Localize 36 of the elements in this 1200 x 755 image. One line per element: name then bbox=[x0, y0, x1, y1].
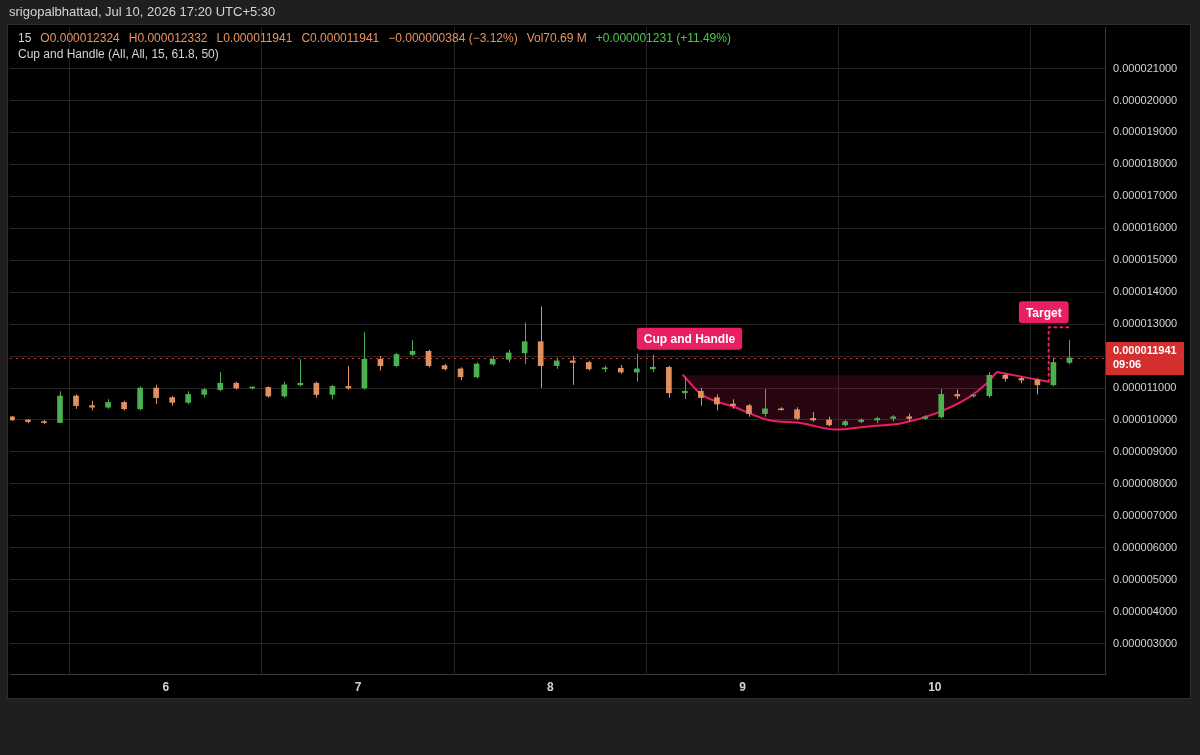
y-tick-label: 0.000019000 bbox=[1113, 125, 1178, 138]
x-tick-label: 7 bbox=[354, 679, 362, 694]
x-tick-label: 9 bbox=[739, 679, 747, 694]
y-tick-label: 0.000004000 bbox=[1113, 604, 1178, 617]
annotation: O0.000012324 bbox=[40, 31, 120, 45]
annotation: −0.000000384 (−3.12%) bbox=[388, 31, 518, 45]
y-tick-label: 0.000010000 bbox=[1113, 413, 1178, 426]
y-tick-label: 0.000008000 bbox=[1113, 476, 1178, 489]
y-tick-label: 0.000014000 bbox=[1113, 285, 1178, 298]
y-tick-label: 0.000020000 bbox=[1113, 93, 1178, 106]
text: srigopalbhattad, Jul 10, 2026 17:20 UTC+5:30 bbox=[9, 4, 276, 19]
annotation: Cup and Handle bbox=[643, 332, 736, 347]
x-tick-label: 8 bbox=[546, 679, 554, 694]
annotation: H0.000012332 bbox=[128, 31, 208, 45]
y-tick-label: 0.000011000 bbox=[1113, 381, 1177, 394]
y-tick-label: 0.000017000 bbox=[1113, 189, 1178, 202]
y-tick-label: 0.000006000 bbox=[1113, 540, 1178, 553]
annotation: L0.000011941 bbox=[216, 31, 293, 45]
annotation: Target bbox=[1025, 305, 1062, 320]
x-tick-label: 6 bbox=[162, 679, 170, 694]
y-tick-label: 0.000016000 bbox=[1113, 221, 1178, 234]
y-tick-label: 0.000009000 bbox=[1113, 444, 1178, 457]
y-tick-label: 0.000005000 bbox=[1113, 572, 1178, 585]
y-tick-label: 0.000021000 bbox=[1113, 61, 1178, 74]
text: Cup and Handle (All, All, 15, 61.8, 50) bbox=[18, 47, 219, 61]
y-tick-label: 0.000018000 bbox=[1113, 157, 1178, 170]
y-tick-label: 0.000003000 bbox=[1113, 636, 1178, 649]
annotation: C0.000011941 bbox=[301, 31, 380, 45]
annotation: +0.000001231 (+11.49%) bbox=[595, 31, 731, 45]
y-tick-label: 0.000007000 bbox=[1113, 508, 1178, 521]
chart-title: 15 bbox=[18, 31, 32, 45]
x-tick-label: 10 bbox=[928, 679, 942, 694]
y-tick-label: 0.000013000 bbox=[1113, 317, 1178, 330]
annotation: Vol70.69 M bbox=[526, 31, 587, 45]
y-tick-label: 0.000015000 bbox=[1113, 253, 1178, 266]
ref-line-label: 0.000011941 09:06 bbox=[1113, 344, 1177, 371]
